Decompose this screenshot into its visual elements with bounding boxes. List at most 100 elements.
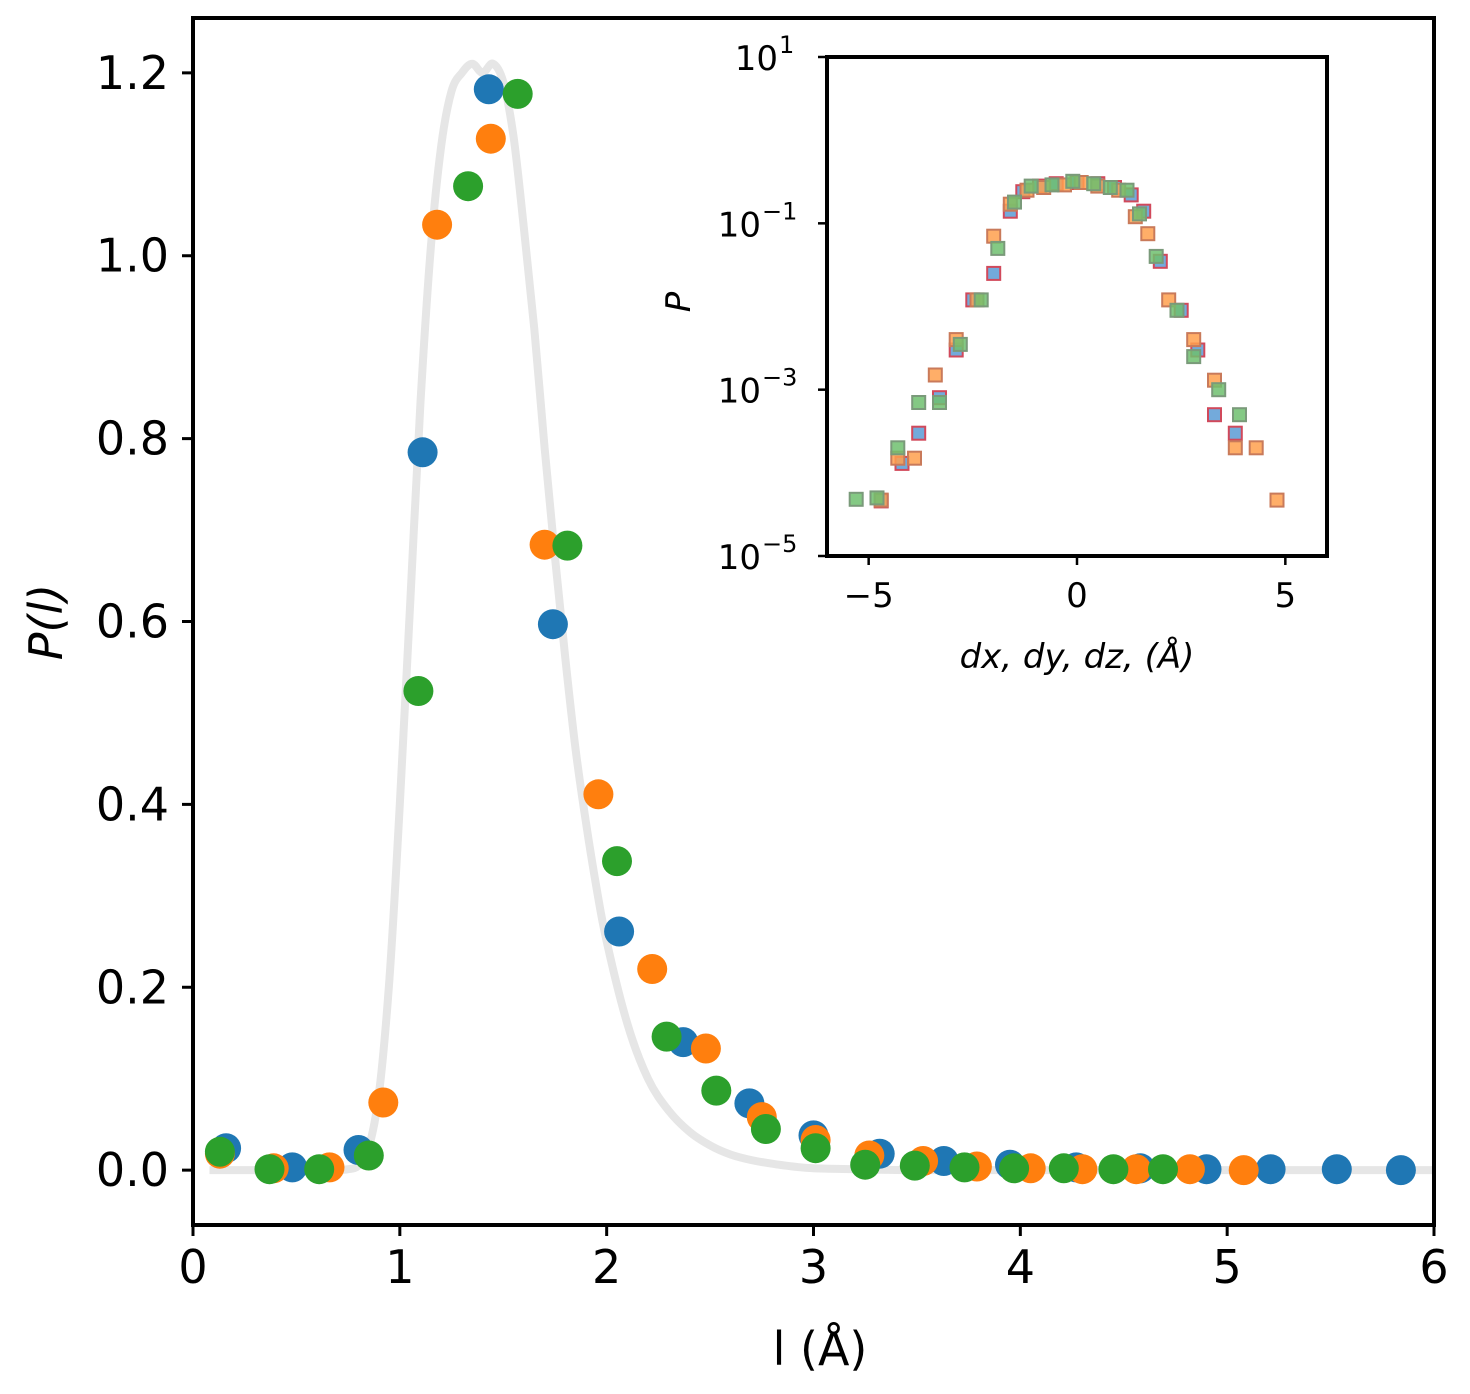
data-point-orange: [690, 1033, 721, 1064]
x-tick-label: 6: [1419, 1240, 1448, 1294]
data-point-orange: [1174, 1154, 1205, 1185]
x-tick-label: 4: [1006, 1240, 1035, 1294]
main-chart: 0 1 2 3 4 5 6 0.0 0.2 0.4 0.6 0.8 1.0 1.2 l (Å) P(l): [19, 16, 1449, 1376]
inset-y-tick-exponent: −3: [762, 364, 797, 392]
inset-y-axis-label: P: [659, 291, 699, 312]
data-point-green: [403, 676, 434, 706]
x-tick-label: 5: [1213, 1240, 1242, 1294]
inset-data-point-dz: [932, 395, 947, 410]
data-point-green: [850, 1149, 881, 1180]
data-point-green: [254, 1154, 285, 1185]
inset-data-point-dx: [986, 265, 1002, 281]
inset-data-point-dy: [1248, 440, 1264, 456]
inset-x-axis-ticks: −5 0 5: [844, 556, 1297, 616]
inset-y-tick-label: 10: [718, 205, 761, 245]
inset-data-point-dz: [869, 490, 885, 506]
inset-data-point-dz: [1023, 178, 1039, 194]
inset-y-tick-label: 10: [718, 372, 761, 412]
data-point-green: [701, 1075, 732, 1106]
data-point-blue: [1321, 1154, 1352, 1185]
data-point-orange: [529, 529, 560, 560]
inset-data-point-dz: [1102, 180, 1118, 195]
x-tick-label: 2: [592, 1240, 621, 1294]
inset-y-tick-label: 10: [735, 39, 778, 79]
inset-data-point-dz: [911, 395, 927, 410]
inset-data-point-dz: [848, 491, 864, 507]
data-point-green: [999, 1153, 1030, 1184]
inset-y-tick-exponent: −5: [762, 530, 797, 558]
data-point-orange: [1121, 1154, 1152, 1185]
inset-data-point-dz: [1186, 349, 1202, 365]
data-point-green: [651, 1021, 682, 1052]
data-point-blue: [473, 74, 504, 105]
data-point-green: [750, 1114, 781, 1144]
inset-series-dz: [848, 173, 1247, 507]
y-tick-label: 0.2: [96, 960, 169, 1014]
x-tick-label: 0: [178, 1240, 207, 1294]
inset-data-point-dy: [1269, 492, 1285, 508]
data-point-green: [899, 1150, 930, 1181]
inset-y-tick-label: 10: [718, 538, 761, 578]
inset-data-point-dz: [973, 292, 989, 308]
series-green: [204, 78, 1178, 1185]
inset-data-point-dx: [1207, 407, 1222, 423]
x-tick-label: 1: [385, 1240, 414, 1294]
inset-data-point-dz: [1232, 407, 1247, 423]
inset-x-axis-label: dx, dy, dz, (Å): [960, 636, 1195, 677]
inset-data-point-dx: [911, 425, 927, 441]
main-x-axis-ticks: 0 1 2 3 4 5 6: [178, 1225, 1449, 1294]
data-point-green: [602, 846, 632, 877]
data-point-green: [502, 78, 533, 109]
data-point-orange: [368, 1087, 399, 1118]
inset-data-point-dz: [1044, 177, 1060, 193]
inset-data-point-dx: [1227, 425, 1243, 441]
inset-x-tick-label: −5: [844, 576, 894, 616]
inset-data-point-dy: [907, 450, 922, 466]
inset-data-point-dy: [927, 367, 943, 383]
inset-data-point-dz: [1065, 173, 1081, 189]
inset-data-point-dz: [1007, 194, 1022, 210]
data-point-blue: [1255, 1154, 1286, 1185]
inset-x-tick-label: 5: [1275, 576, 1297, 616]
data-point-orange: [583, 779, 614, 810]
data-point-green: [304, 1154, 335, 1185]
inset-data-point-dz: [890, 440, 906, 456]
inset-data-point-dy: [986, 228, 1002, 244]
inset-data-point-dz: [1086, 176, 1102, 192]
inset-data-point-dy: [1140, 226, 1156, 242]
inset-data-point-dz: [952, 336, 968, 352]
y-tick-label: 0.4: [96, 777, 169, 831]
main-y-axis-ticks: 0.0 0.2 0.4 0.6 0.8 1.0 1.2: [96, 46, 193, 1197]
y-tick-label: 0.8: [96, 412, 169, 466]
data-point-green: [1098, 1154, 1129, 1185]
data-point-orange: [475, 123, 506, 154]
inset-data-point-dz: [1211, 382, 1227, 398]
data-point-blue: [1385, 1155, 1416, 1186]
inset-y-tick-exponent: −1: [762, 197, 797, 225]
y-tick-label: 0.0: [96, 1143, 169, 1197]
data-point-green: [949, 1152, 980, 1183]
inset-x-tick-label: 0: [1066, 576, 1088, 616]
inset-data-point-dz: [990, 240, 1006, 256]
data-point-orange: [422, 209, 453, 240]
y-tick-label: 1.2: [96, 46, 169, 100]
inset-data-point-dz: [1169, 302, 1185, 318]
data-point-blue: [407, 437, 438, 468]
data-point-green: [1048, 1153, 1079, 1184]
data-point-green: [353, 1140, 384, 1171]
inset-y-tick-exponent: 1: [779, 31, 794, 59]
main-y-axis-label: P(l): [19, 584, 73, 660]
data-point-green: [1148, 1154, 1178, 1185]
data-point-orange: [637, 954, 668, 984]
main-x-axis-label: l (Å): [773, 1322, 868, 1376]
main-points-layer: [204, 74, 1416, 1186]
inset-data-point-dz: [1148, 248, 1164, 264]
inset-data-point-dz: [1119, 182, 1135, 198]
y-tick-label: 0.6: [96, 595, 169, 649]
data-point-green: [453, 171, 484, 202]
data-point-green: [204, 1136, 235, 1167]
y-tick-label: 1.0: [96, 229, 169, 283]
x-tick-label: 3: [799, 1240, 828, 1294]
